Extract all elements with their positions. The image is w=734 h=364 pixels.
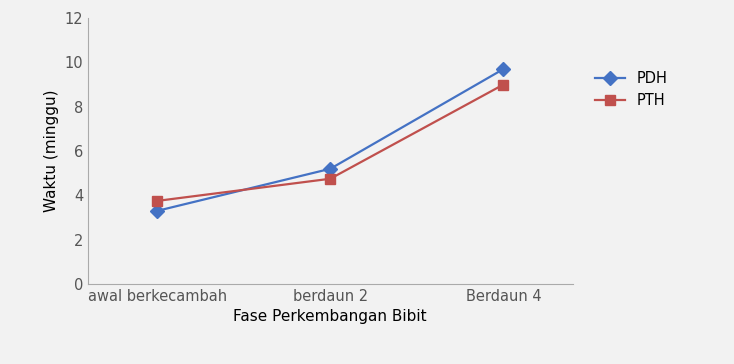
PDH [326, 167, 335, 171]
PTH [499, 82, 508, 87]
X-axis label: Fase Perkembangan Bibit: Fase Perkembangan Bibit [233, 309, 427, 324]
PDH [153, 209, 161, 213]
PDH [499, 67, 508, 71]
Y-axis label: Waktu (minggu): Waktu (minggu) [44, 90, 59, 212]
Line: PDH: PDH [153, 64, 508, 216]
Line: PTH: PTH [153, 80, 508, 206]
Legend: PDH, PTH: PDH, PTH [589, 66, 673, 114]
PTH [326, 177, 335, 181]
PTH [153, 199, 161, 203]
